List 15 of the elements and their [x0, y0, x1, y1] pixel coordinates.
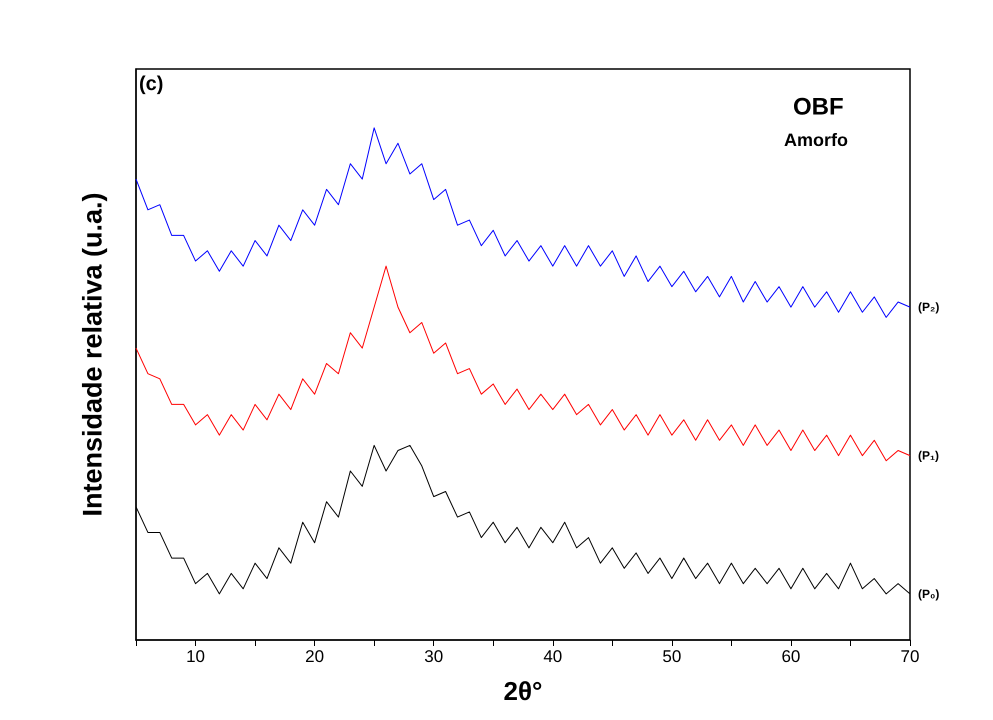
x-tick-label: 40 — [543, 647, 562, 666]
x-tick-label: 20 — [305, 647, 324, 666]
series-label: (P₂) — [918, 300, 940, 314]
x-tick-label: 10 — [186, 647, 205, 666]
series-label: (P₁) — [918, 448, 939, 463]
series-label: (P₀) — [918, 586, 940, 601]
text: (c) — [139, 73, 164, 95]
x-tick-label: 30 — [424, 647, 444, 666]
x-axis-title: 2θ° — [504, 676, 542, 706]
x-tick-label: 70 — [900, 647, 920, 666]
x-tick-label: 50 — [662, 647, 682, 666]
y-axis-title: Intensidade relativa (u.a.) — [78, 192, 108, 517]
annotation: Amorfo — [784, 130, 848, 150]
x-tick-label: 60 — [781, 647, 800, 666]
text: OBF — [793, 94, 844, 120]
